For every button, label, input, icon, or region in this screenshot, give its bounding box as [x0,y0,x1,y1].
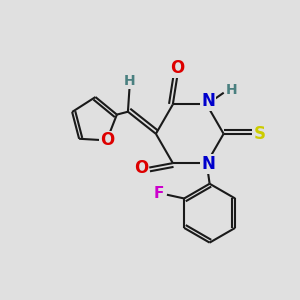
Text: S: S [254,125,266,143]
Text: N: N [201,155,215,173]
Text: N: N [201,92,215,110]
Text: O: O [100,131,114,149]
Text: O: O [134,158,148,176]
Text: O: O [170,59,184,77]
Text: H: H [225,83,237,97]
Text: H: H [124,74,135,88]
Text: F: F [153,186,164,201]
